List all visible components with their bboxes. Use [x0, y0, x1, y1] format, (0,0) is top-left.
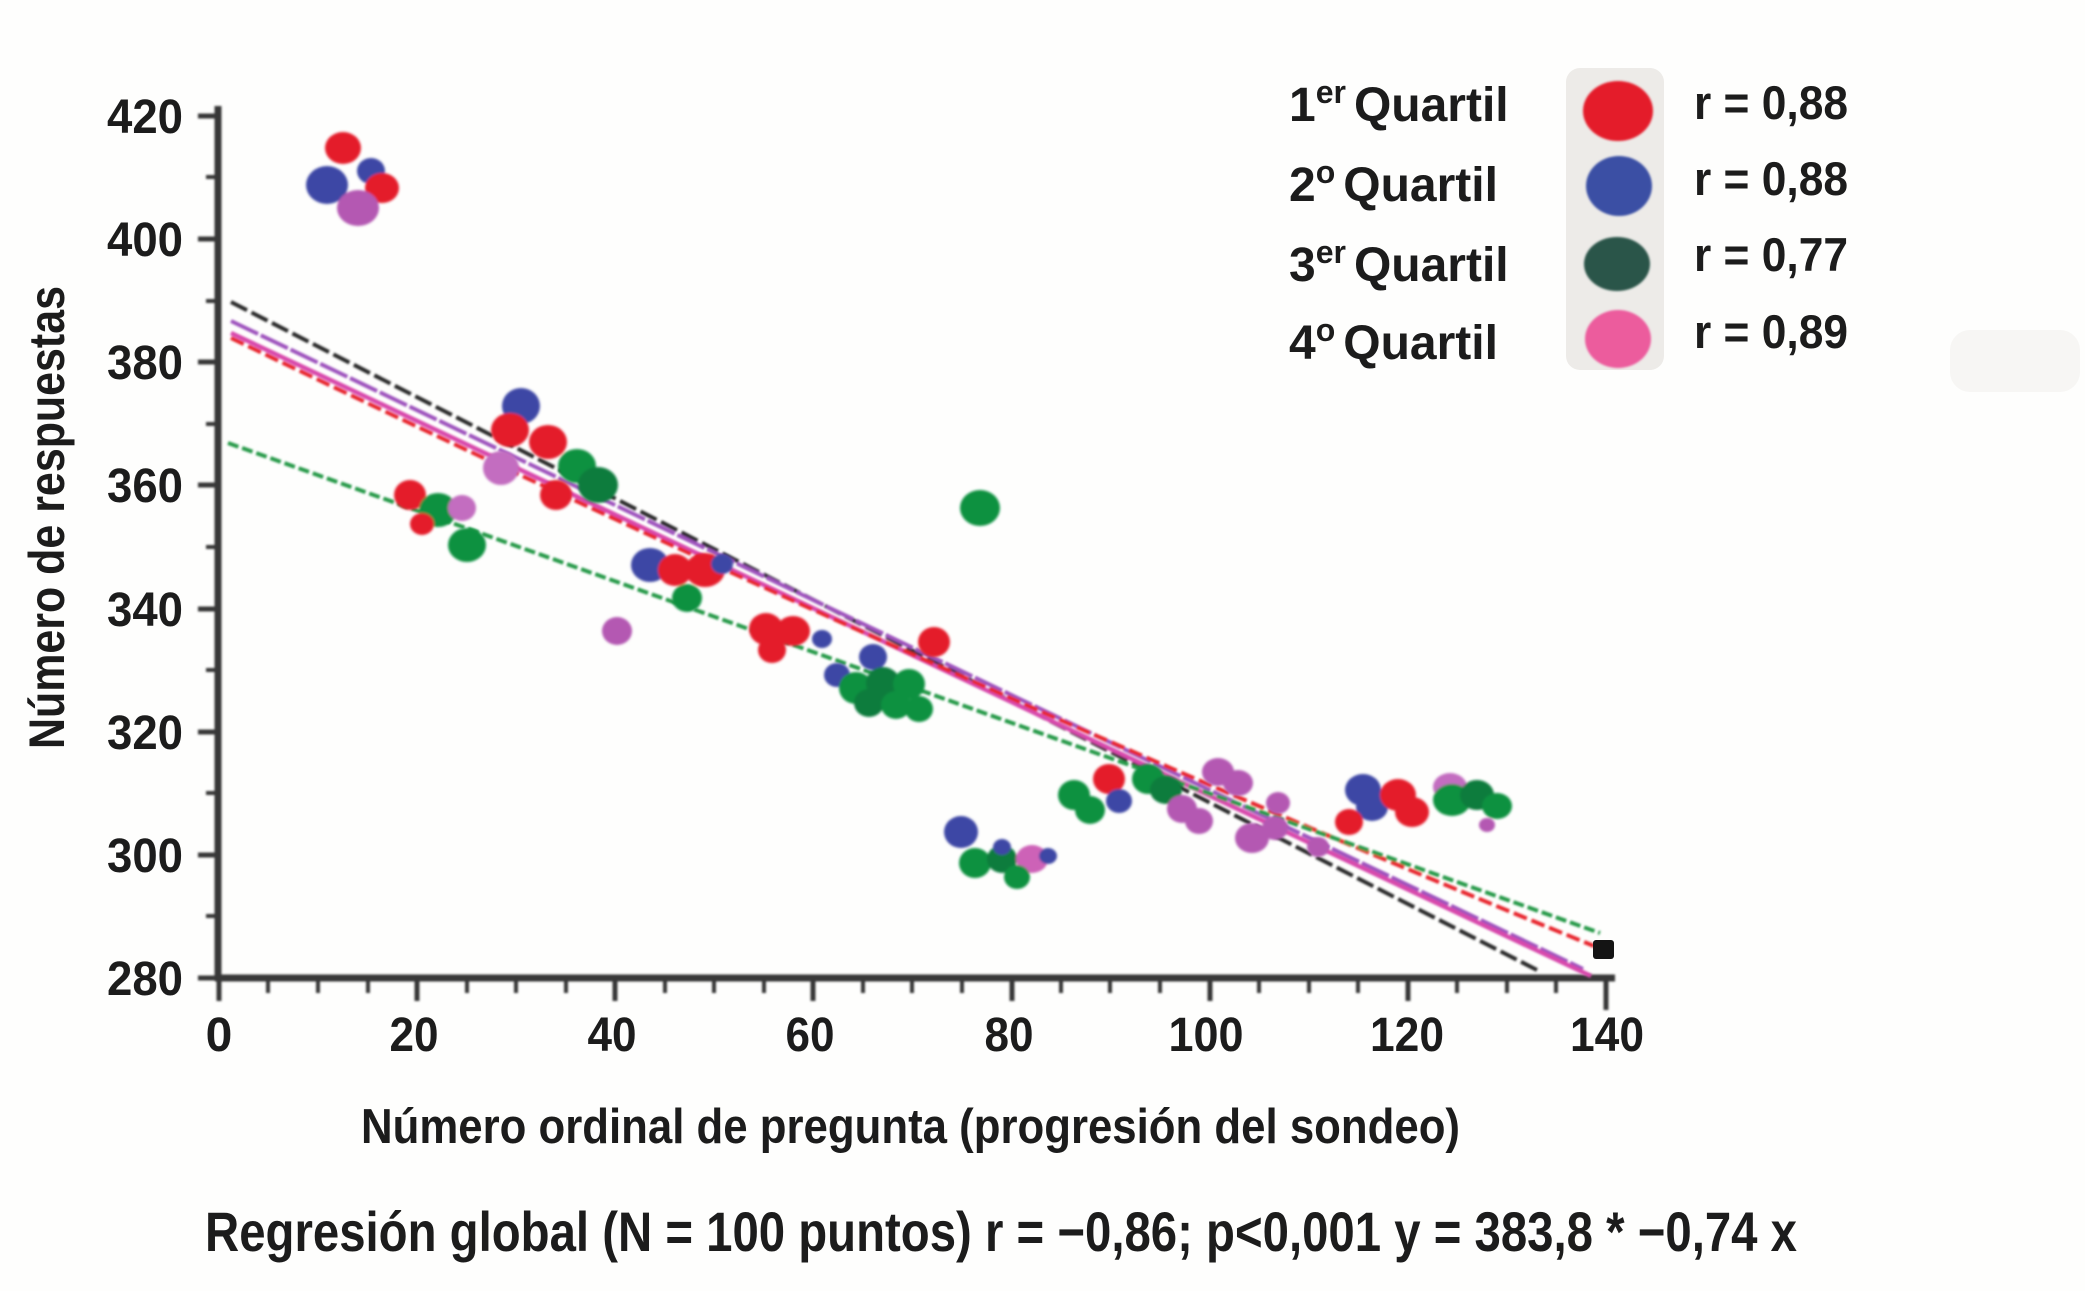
- svg-text:Regresión global (N = 100 punt: Regresión global (N = 100 puntos) r = −0…: [205, 1200, 1797, 1263]
- svg-text:320: 320: [107, 707, 183, 760]
- svg-text:r = 0,88: r = 0,88: [1694, 152, 1848, 205]
- svg-text:20: 20: [390, 1009, 439, 1062]
- svg-text:r = 0,77: r = 0,77: [1694, 228, 1848, 281]
- svg-text:380: 380: [107, 337, 183, 390]
- svg-text:r = 0,89: r = 0,89: [1694, 305, 1848, 358]
- svg-text:Número de respuestas: Número de respuestas: [19, 286, 75, 749]
- svg-text:140: 140: [1570, 1009, 1644, 1062]
- svg-text:60: 60: [786, 1009, 835, 1062]
- svg-text:Número ordinal de pregunta (pr: Número ordinal de pregunta (progresión d…: [361, 1100, 1460, 1154]
- svg-text:100: 100: [1169, 1009, 1244, 1062]
- svg-text:340: 340: [107, 584, 183, 637]
- svg-text:40: 40: [588, 1009, 637, 1062]
- svg-text:120: 120: [1370, 1009, 1444, 1062]
- svg-text:80: 80: [985, 1009, 1034, 1062]
- svg-text:420: 420: [107, 91, 183, 144]
- svg-text:300: 300: [107, 830, 183, 883]
- svg-text:0: 0: [206, 1009, 233, 1062]
- svg-text:400: 400: [107, 214, 183, 267]
- svg-text:280: 280: [107, 953, 183, 1006]
- svg-text:r = 0,88: r = 0,88: [1694, 76, 1848, 129]
- svg-text:360: 360: [107, 460, 183, 513]
